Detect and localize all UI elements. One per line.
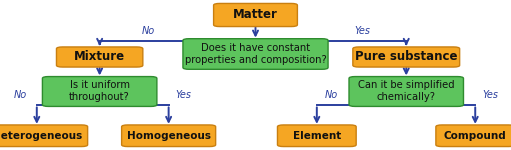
Text: Yes: Yes — [482, 90, 499, 99]
Text: Yes: Yes — [175, 90, 191, 99]
Text: Does it have constant
properties and composition?: Does it have constant properties and com… — [184, 43, 327, 65]
Text: Homogeneous: Homogeneous — [127, 131, 211, 141]
FancyBboxPatch shape — [349, 76, 463, 106]
Text: Element: Element — [293, 131, 341, 141]
Text: Yes: Yes — [355, 27, 371, 36]
Text: Is it uniform
throughout?: Is it uniform throughout? — [69, 81, 130, 102]
FancyBboxPatch shape — [183, 39, 328, 69]
Text: No: No — [142, 27, 155, 36]
FancyBboxPatch shape — [57, 47, 143, 67]
FancyBboxPatch shape — [214, 3, 297, 27]
Text: Mixture: Mixture — [74, 51, 125, 63]
FancyBboxPatch shape — [436, 125, 511, 147]
FancyBboxPatch shape — [122, 125, 216, 147]
Text: No: No — [324, 90, 338, 99]
Text: Pure substance: Pure substance — [355, 51, 457, 63]
Text: Heterogeneous: Heterogeneous — [0, 131, 82, 141]
Text: Can it be simplified
chemically?: Can it be simplified chemically? — [358, 81, 455, 102]
Text: Compound: Compound — [444, 131, 506, 141]
FancyBboxPatch shape — [42, 76, 157, 106]
Text: Matter: Matter — [233, 9, 278, 21]
Text: No: No — [14, 90, 27, 99]
FancyBboxPatch shape — [0, 125, 88, 147]
FancyBboxPatch shape — [353, 47, 460, 67]
FancyBboxPatch shape — [277, 125, 356, 147]
